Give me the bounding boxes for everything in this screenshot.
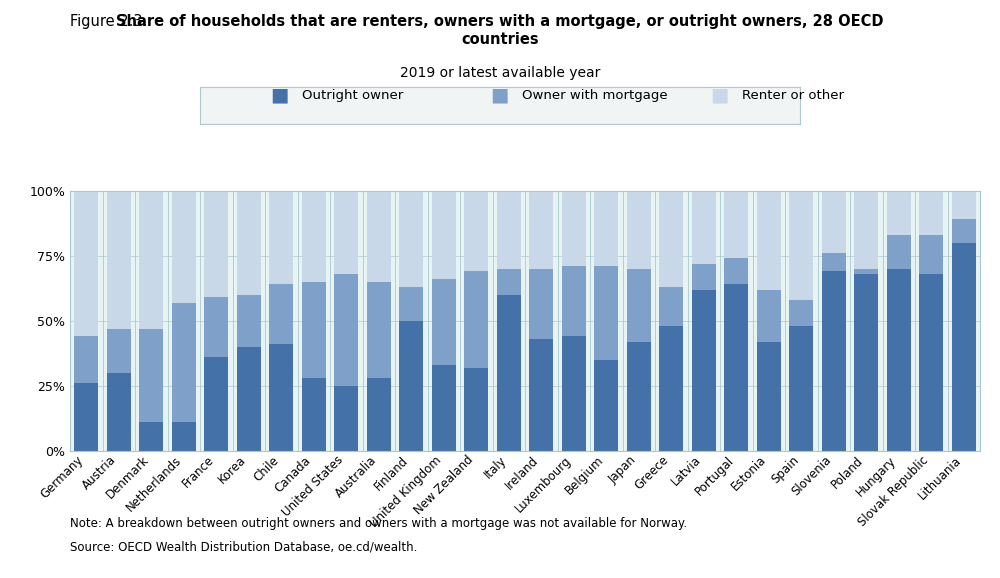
Bar: [74, 383, 98, 451]
Bar: [822, 271, 846, 451]
Bar: [822, 191, 846, 253]
Bar: [497, 295, 521, 451]
Bar: [562, 191, 586, 266]
Text: Note: A breakdown between outright owners and owners with a mortgage was not ava: Note: A breakdown between outright owner…: [70, 517, 687, 530]
Bar: [627, 342, 651, 451]
Bar: [74, 191, 98, 336]
Bar: [659, 287, 683, 326]
Bar: [464, 271, 488, 368]
Bar: [822, 253, 846, 271]
Bar: [139, 422, 163, 451]
Bar: [432, 365, 456, 451]
Text: ■: ■: [490, 86, 508, 105]
Bar: [464, 368, 488, 451]
Bar: [724, 191, 748, 258]
Bar: [887, 235, 911, 269]
Text: Share of households that are renters, owners with a mortgage, or outright owners: Share of households that are renters, ow…: [116, 14, 884, 47]
Bar: [237, 191, 261, 295]
Bar: [172, 191, 196, 302]
Bar: [659, 191, 683, 287]
Bar: [919, 191, 943, 235]
Bar: [594, 191, 618, 266]
Bar: [334, 191, 358, 274]
Bar: [107, 328, 131, 373]
Bar: [854, 269, 878, 274]
Bar: [204, 297, 228, 357]
Bar: [74, 336, 98, 383]
Bar: [854, 274, 878, 451]
Bar: [302, 378, 326, 451]
Bar: [562, 266, 586, 336]
Bar: [432, 191, 456, 279]
Bar: [952, 191, 976, 219]
Bar: [692, 264, 716, 290]
Bar: [789, 326, 813, 451]
Bar: [237, 347, 261, 451]
Bar: [302, 191, 326, 281]
Bar: [562, 336, 586, 451]
Bar: [107, 191, 131, 328]
Bar: [139, 328, 163, 422]
Bar: [724, 284, 748, 451]
Bar: [887, 191, 911, 235]
Text: ■: ■: [270, 86, 288, 105]
Bar: [269, 284, 293, 344]
Bar: [107, 373, 131, 451]
Bar: [789, 300, 813, 326]
Bar: [367, 281, 391, 378]
Bar: [399, 321, 423, 451]
Bar: [399, 191, 423, 287]
Bar: [529, 339, 553, 451]
Bar: [529, 269, 553, 339]
Text: ■: ■: [710, 86, 728, 105]
Bar: [594, 266, 618, 360]
Bar: [887, 269, 911, 451]
Bar: [952, 219, 976, 243]
Bar: [757, 191, 781, 290]
Bar: [627, 191, 651, 269]
Bar: [172, 422, 196, 451]
Bar: [399, 287, 423, 321]
Bar: [724, 258, 748, 284]
Bar: [367, 191, 391, 281]
Bar: [757, 290, 781, 342]
Bar: [789, 191, 813, 300]
Bar: [497, 269, 521, 295]
Bar: [952, 243, 976, 451]
Bar: [204, 191, 228, 297]
Bar: [367, 378, 391, 451]
Bar: [334, 386, 358, 451]
Bar: [269, 344, 293, 451]
Bar: [627, 269, 651, 342]
Bar: [529, 191, 553, 269]
Bar: [139, 191, 163, 328]
Bar: [302, 281, 326, 378]
Bar: [334, 274, 358, 386]
Bar: [919, 235, 943, 274]
Bar: [269, 191, 293, 284]
Bar: [464, 191, 488, 271]
Bar: [204, 357, 228, 451]
Bar: [919, 274, 943, 451]
Bar: [692, 191, 716, 264]
Text: Source: OECD Wealth Distribution Database, oe.cd/wealth.: Source: OECD Wealth Distribution Databas…: [70, 540, 417, 553]
Text: Owner with mortgage: Owner with mortgage: [522, 89, 668, 102]
Bar: [432, 279, 456, 365]
Bar: [757, 342, 781, 451]
Bar: [237, 295, 261, 347]
Text: 2019 or latest available year: 2019 or latest available year: [400, 66, 600, 80]
Bar: [692, 290, 716, 451]
Bar: [659, 326, 683, 451]
Text: Figure 2.3.: Figure 2.3.: [70, 14, 147, 29]
Bar: [497, 191, 521, 269]
Bar: [854, 191, 878, 269]
Text: Renter or other: Renter or other: [742, 89, 844, 102]
Bar: [594, 360, 618, 451]
Text: Outright owner: Outright owner: [302, 89, 403, 102]
Bar: [172, 302, 196, 422]
